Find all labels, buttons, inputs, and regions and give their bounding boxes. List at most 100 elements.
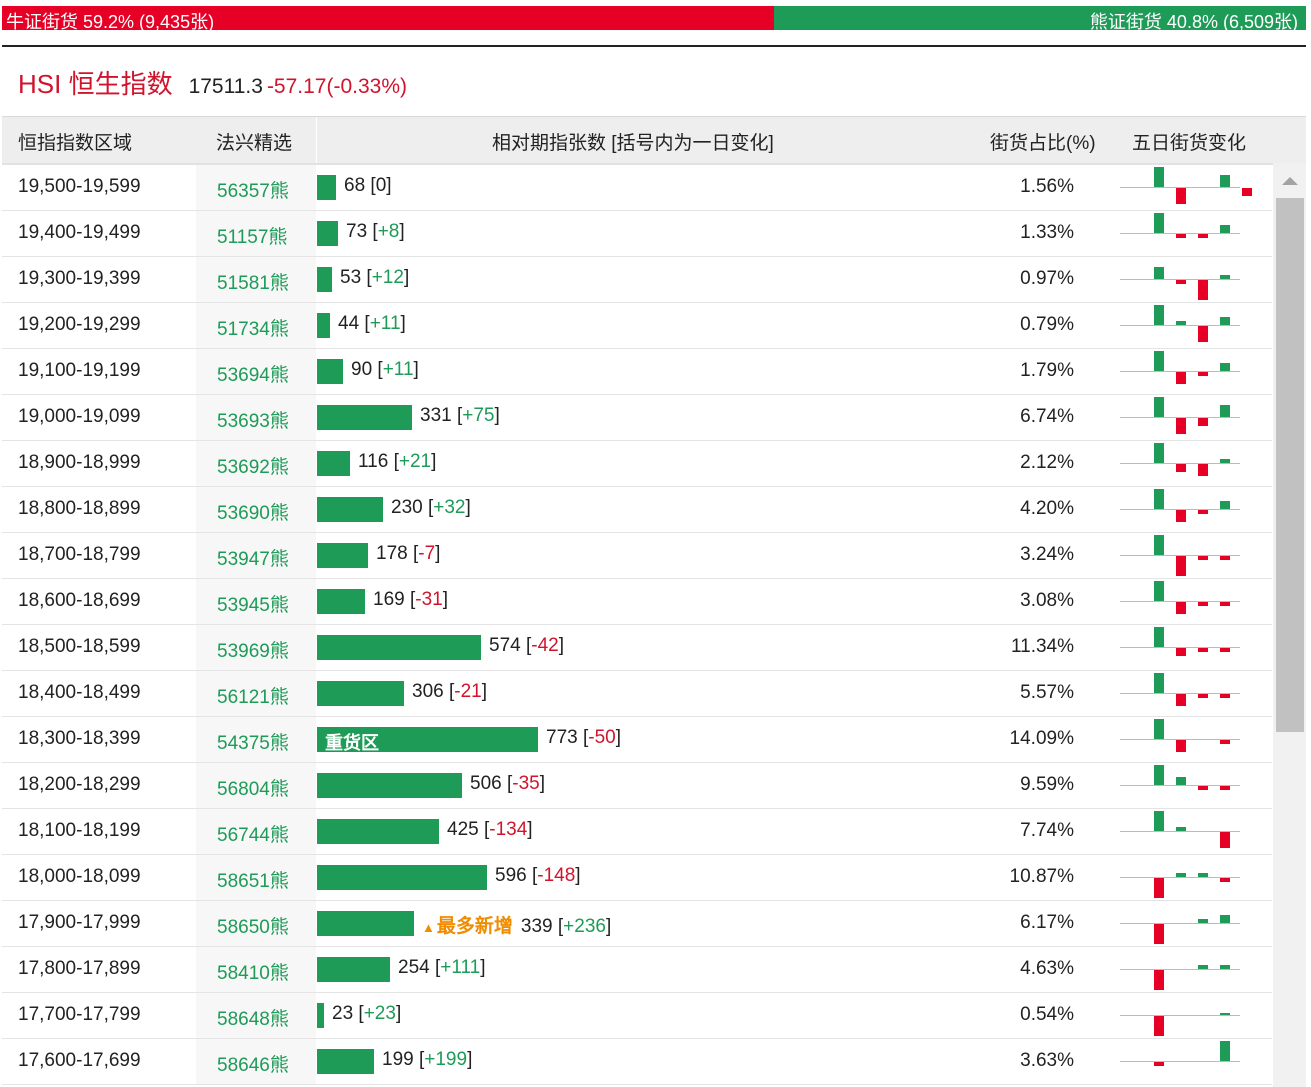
header-range: 恒指指数区域	[18, 133, 133, 154]
warrant-code-link[interactable]: 56121熊	[217, 687, 289, 708]
count-text: 68 [0]	[344, 175, 392, 196]
five-day-bar	[1176, 321, 1186, 325]
count-bar	[317, 957, 390, 982]
baseline	[1120, 785, 1240, 786]
count-change: -42	[531, 635, 559, 656]
baseline	[1120, 1015, 1240, 1016]
triangle-up-icon	[1282, 177, 1298, 185]
five-day-bar	[1176, 372, 1186, 384]
baseline	[1120, 647, 1240, 648]
count-text: 506 [-35]	[470, 773, 546, 794]
five-day-bar	[1198, 234, 1208, 238]
count-value: 339	[520, 916, 553, 937]
code-cell: 53947熊	[196, 533, 316, 578]
five-day-bar	[1198, 280, 1208, 300]
count-text: 169 [-31]	[373, 589, 449, 610]
scrollbar-thumb[interactable]	[1276, 198, 1304, 732]
count-bar	[317, 359, 343, 384]
five-day-bar	[1198, 556, 1208, 560]
share-cell: 2.12%	[1020, 452, 1074, 473]
warrant-code-link[interactable]: 58410熊	[217, 963, 289, 984]
warrant-code-link[interactable]: 51581熊	[217, 273, 289, 294]
warrant-code-link[interactable]: 58651熊	[217, 871, 289, 892]
baseline	[1120, 923, 1240, 924]
baseline	[1120, 417, 1240, 418]
five-day-bar	[1176, 188, 1186, 204]
five-day-bar	[1220, 786, 1230, 790]
count-value: 230	[391, 497, 423, 518]
warrant-code-link[interactable]: 53690熊	[217, 503, 289, 524]
five-day-bar	[1154, 1062, 1164, 1066]
count-text: 178 [-7]	[376, 543, 441, 564]
count-change: +111	[440, 957, 481, 978]
code-cell: 51581熊	[196, 257, 316, 302]
warrant-code-link[interactable]: 53947熊	[217, 549, 289, 570]
five-day-bar	[1154, 305, 1164, 325]
count-change: +75	[462, 405, 495, 426]
count-change: -31	[415, 589, 443, 610]
header-separator	[316, 117, 317, 163]
baseline	[1120, 325, 1240, 326]
share-cell: 1.79%	[1020, 360, 1074, 381]
warrant-code-link[interactable]: 58648熊	[217, 1009, 289, 1030]
warrant-code-link[interactable]: 53693熊	[217, 411, 289, 432]
header-pick: 法兴精选	[216, 133, 293, 154]
table-row: 18,800-18,899 53690熊 230 [+32] 4.20%	[2, 487, 1272, 533]
code-cell: 56357熊	[196, 165, 316, 210]
baseline	[1120, 279, 1240, 280]
scroll-up-button[interactable]	[1273, 163, 1306, 198]
baseline	[1120, 601, 1240, 602]
five-day-bar	[1154, 489, 1164, 509]
warrant-code-link[interactable]: 53945熊	[217, 595, 289, 616]
count-text: 53 [+12]	[340, 267, 410, 288]
warrant-code-link[interactable]: 54375熊	[217, 733, 289, 754]
range-cell: 18,300-18,399	[18, 728, 141, 749]
code-cell: 53945熊	[196, 579, 316, 624]
count-bar	[317, 497, 383, 522]
table-row: 18,500-18,599 53969熊 574 [-42] 11.34%	[2, 625, 1272, 671]
count-text: 773 [-50]	[546, 727, 622, 748]
share-cell: 9.59%	[1020, 774, 1074, 795]
count-bar	[317, 175, 336, 200]
five-day-bar	[1220, 225, 1230, 233]
bear-share-bar: 熊证街货 40.8% (6,509张)	[773, 6, 1306, 32]
warrant-code-link[interactable]: 53692熊	[217, 457, 289, 478]
five-day-bar	[1198, 694, 1208, 698]
warrant-code-link[interactable]: 51157熊	[217, 227, 288, 248]
warrant-code-link[interactable]: 56744熊	[217, 825, 289, 846]
count-value: 425	[447, 819, 479, 840]
warrant-code-link[interactable]: 56357熊	[217, 181, 289, 202]
five-day-bar	[1154, 924, 1164, 944]
baseline	[1120, 739, 1240, 740]
count-text: 230 [+32]	[391, 497, 471, 518]
warrant-code-link[interactable]: 51734熊	[217, 319, 289, 340]
five-day-chart	[1118, 855, 1242, 900]
warrant-code-link[interactable]: 58650熊	[217, 917, 289, 938]
five-day-bar	[1220, 556, 1230, 560]
warrant-code-link[interactable]: 53969熊	[217, 641, 289, 662]
five-day-bar	[1154, 267, 1164, 279]
bar-label: 重货区	[325, 733, 379, 753]
count-value: 254	[398, 957, 430, 978]
table-header: 恒指指数区域 法兴精选 相对期指张数 [括号内为一日变化] 街货占比(%) 五日…	[2, 116, 1306, 165]
warrant-code-link[interactable]: 56804熊	[217, 779, 289, 800]
table-row: 18,700-18,799 53947熊 178 [-7] 3.24%	[2, 533, 1272, 579]
table-row: 17,600-17,699 58646熊 199 [+199] 3.63%	[2, 1039, 1272, 1085]
five-day-chart	[1118, 395, 1242, 440]
range-cell: 19,000-19,099	[18, 406, 141, 427]
warrant-code-link[interactable]: 53694熊	[217, 365, 289, 386]
index-name: HSI 恒生指数	[18, 69, 173, 99]
note-badge: ▲ 最多新增	[422, 916, 513, 937]
share-cell: 10.87%	[1009, 866, 1074, 887]
header-relative-count: 相对期指张数 [括号内为一日变化]	[492, 133, 774, 154]
five-day-chart	[1118, 349, 1242, 394]
divider	[2, 45, 1306, 47]
baseline	[1120, 969, 1240, 970]
five-day-chart	[1118, 947, 1242, 992]
five-day-chart	[1118, 671, 1242, 716]
five-day-chart	[1118, 717, 1242, 762]
share-cell: 3.08%	[1020, 590, 1074, 611]
share-cell: 4.20%	[1020, 498, 1074, 519]
warrant-code-link[interactable]: 58646熊	[217, 1055, 289, 1076]
five-day-bar	[1198, 919, 1208, 923]
